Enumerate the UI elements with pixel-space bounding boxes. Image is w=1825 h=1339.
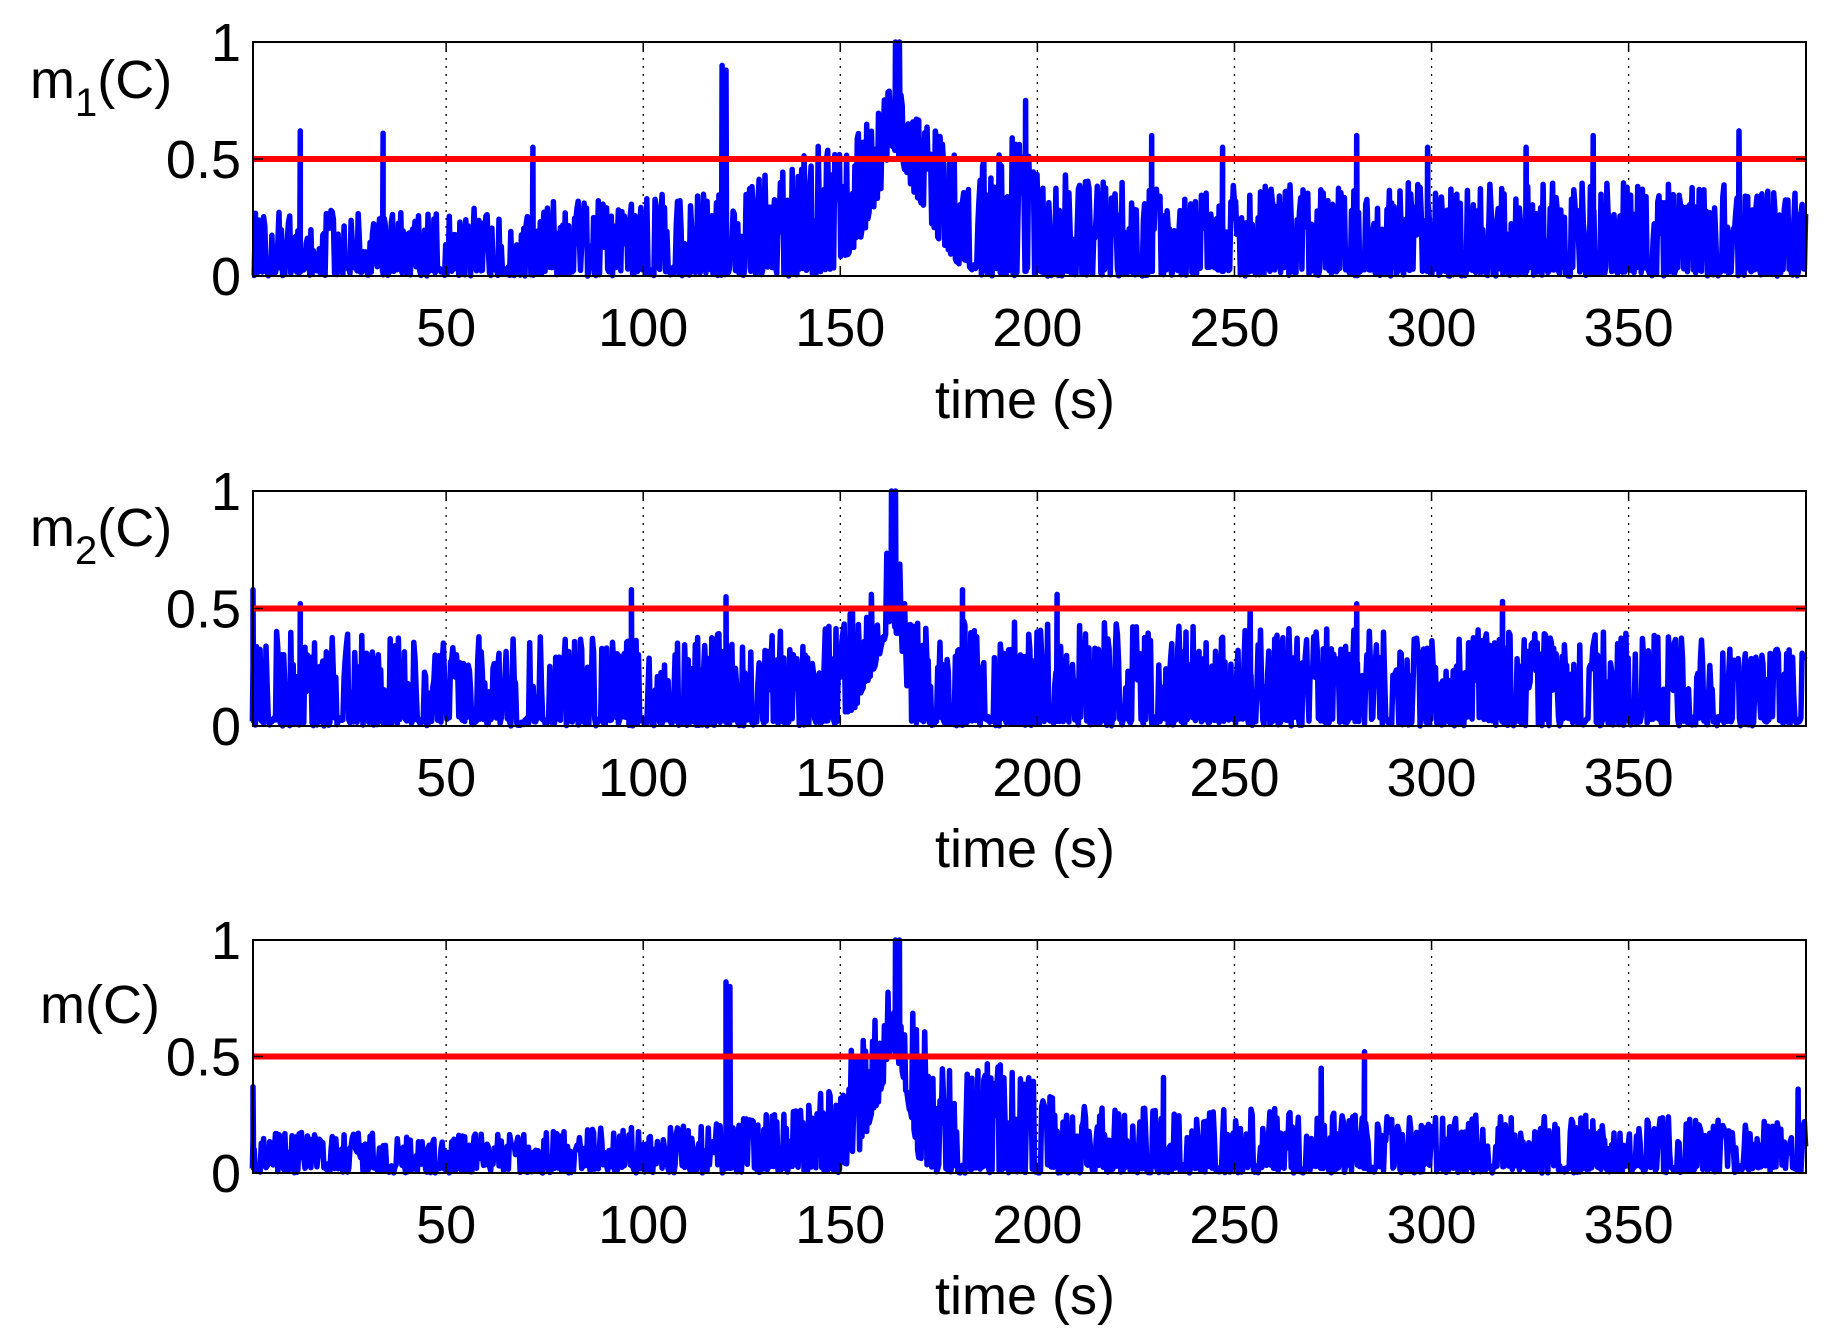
panel-3-xtick-label-1: 100 (598, 1195, 688, 1255)
panel-3-xtick-label-6: 350 (1584, 1195, 1674, 1255)
panel-2-xtick-label-0: 50 (416, 748, 476, 808)
panel-1-xtick-label-5: 300 (1386, 298, 1476, 358)
panel-3-ytick-label-2: 1 (211, 911, 241, 971)
panel-2-ylabel-sub: 2 (75, 529, 97, 573)
panel-1-ylabel-main: m (30, 50, 75, 110)
panel-1-xtick-label-2: 150 (795, 298, 885, 358)
panel-2-xlabel: time (s) (935, 819, 1115, 879)
panel-2-ylabel-main: m (30, 498, 75, 558)
panel-2-xtick-label-4: 250 (1189, 748, 1279, 808)
panel-2-signal-line (249, 488, 1808, 729)
panel-1-ytick-label-2: 1 (211, 13, 241, 73)
panel-2-xtick-label-1: 100 (598, 748, 688, 808)
panel-1-ylabel-suffix: (C) (97, 50, 172, 110)
panel-1-ytick-label-1: 0.5 (166, 130, 241, 190)
panel-2-xtick-label-3: 200 (992, 748, 1082, 808)
panel-2-xtick-label-6: 350 (1584, 748, 1674, 808)
panel-3-ytick-label-1: 0.5 (166, 1028, 241, 1088)
panel-2-xtick-label-5: 300 (1386, 748, 1476, 808)
panel-3: m(C) time (s) 50 100 150 200 250 300 350 0 0.5 1 (40, 911, 1809, 1326)
panel-3-ytick-label-0: 0 (211, 1144, 241, 1204)
panel-2-ytick-label-1: 0.5 (166, 580, 241, 640)
panel-3-xtick-label-3: 200 (992, 1195, 1082, 1255)
panel-2-ylabel-suffix: (C) (97, 498, 172, 558)
panel-3-xtick-label-5: 300 (1386, 1195, 1476, 1255)
panel-3-xtick-label-0: 50 (416, 1195, 476, 1255)
panel-1-xtick-label-3: 200 (992, 298, 1082, 358)
panel-3-ylabel: m(C) (40, 975, 160, 1035)
panel-2: m2(C) time (s) 50 100 150 200 250 300 350 0 0.5 1 (30, 462, 1808, 879)
panel-2-ytick-label-2: 1 (211, 462, 241, 522)
panel-3-xtick-label-2: 150 (795, 1195, 885, 1255)
panel-1-xtick-label-1: 100 (598, 298, 688, 358)
panel-3-xtick-label-4: 250 (1189, 1195, 1279, 1255)
panel-2-ylabel: m2(C) (30, 498, 172, 573)
panel-1-xlabel: time (s) (935, 370, 1115, 430)
panel-1-ylabel: m1(C) (30, 50, 172, 125)
panel-1-xtick-label-4: 250 (1189, 298, 1279, 358)
panel-1-xtick-label-6: 350 (1584, 298, 1674, 358)
panel-3-signal-line (249, 937, 1809, 1176)
panel-3-xlabel: time (s) (935, 1266, 1115, 1326)
panel-1-ylabel-sub: 1 (75, 81, 97, 125)
panel-1-xtick-label-0: 50 (416, 298, 476, 358)
panel-2-ytick-label-0: 0 (211, 697, 241, 757)
panel-1-signal-line (251, 39, 1809, 279)
panel-1-ytick-label-0: 0 (211, 247, 241, 307)
panel-2-xtick-label-2: 150 (795, 748, 885, 808)
